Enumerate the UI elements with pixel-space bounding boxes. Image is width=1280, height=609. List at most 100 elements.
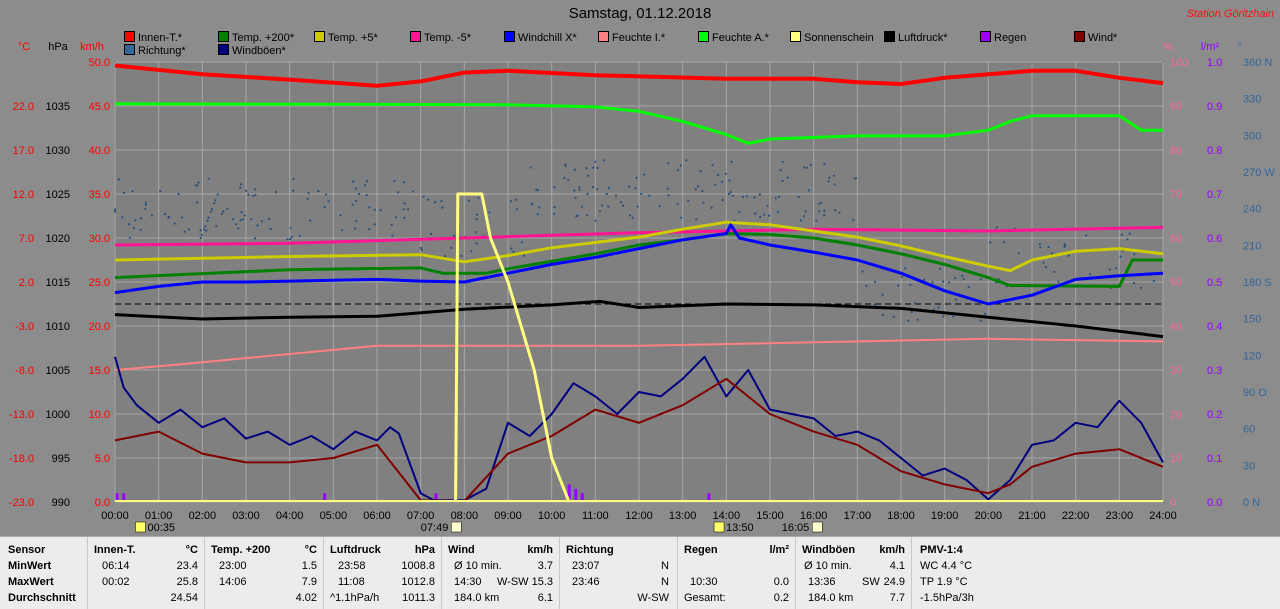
direction-dot bbox=[325, 193, 328, 196]
direction-dot bbox=[823, 163, 826, 166]
stats-distance: 184.0 km bbox=[454, 592, 500, 604]
stats-time: 00:02 bbox=[102, 576, 130, 588]
direction-dot bbox=[529, 166, 532, 169]
direction-dot bbox=[1053, 270, 1056, 273]
time-tick-label: 18:00 bbox=[887, 510, 915, 522]
direction-dot bbox=[717, 173, 720, 176]
stats-time: 10:30 bbox=[690, 576, 718, 588]
legend-swatch bbox=[314, 31, 325, 42]
direction-dot bbox=[721, 199, 724, 202]
direction-tick-label: 120 bbox=[1243, 350, 1261, 362]
direction-dot bbox=[989, 241, 992, 244]
direction-dot bbox=[614, 194, 618, 197]
direction-dot bbox=[680, 216, 683, 219]
humidity-tick-label: 10 bbox=[1170, 453, 1182, 465]
wind-tick-label: 20.0 bbox=[89, 321, 110, 333]
stats-header: Innen-T. bbox=[94, 544, 136, 556]
rain-bar bbox=[574, 488, 578, 502]
stats-time: Ø 10 min. bbox=[454, 560, 502, 572]
direction-dot bbox=[538, 206, 541, 209]
direction-dot bbox=[904, 267, 907, 270]
direction-dot bbox=[607, 187, 611, 190]
time-tick-label: 10:00 bbox=[538, 510, 566, 522]
direction-dot bbox=[247, 193, 250, 196]
direction-dot bbox=[183, 230, 186, 233]
time-tick-label: 01:00 bbox=[145, 510, 173, 522]
series-line-sonnenschein bbox=[454, 192, 571, 503]
direction-dot bbox=[666, 187, 669, 190]
direction-dot bbox=[553, 206, 556, 209]
direction-dot bbox=[594, 160, 597, 163]
rain-tick-label: 0.2 bbox=[1207, 409, 1222, 421]
direction-dot bbox=[1063, 244, 1066, 247]
rain-tick-label: 0.3 bbox=[1207, 365, 1222, 377]
direction-dot bbox=[601, 204, 604, 207]
direction-dot bbox=[121, 216, 124, 219]
legend-label: Feuchte A.* bbox=[712, 32, 769, 44]
direction-dot bbox=[578, 188, 581, 191]
legend-swatch bbox=[598, 31, 609, 42]
direction-dot bbox=[687, 199, 690, 202]
direction-dot bbox=[758, 193, 761, 196]
direction-dot bbox=[804, 210, 807, 213]
pressure-tick-label: 990 bbox=[52, 497, 70, 509]
stats-unit: km/h bbox=[879, 544, 905, 556]
stats-panel: Sensor MinWert MaxWert Durchschnitt Inne… bbox=[0, 536, 1280, 609]
direction-dot bbox=[207, 216, 210, 219]
legend-label: Temp. +5* bbox=[328, 32, 378, 44]
direction-dot bbox=[607, 205, 610, 208]
legend-swatch bbox=[504, 31, 515, 42]
legend-swatch bbox=[410, 31, 421, 42]
direction-dot bbox=[239, 183, 243, 186]
direction-dot bbox=[327, 200, 330, 203]
direction-dot bbox=[807, 189, 810, 192]
rain-bar bbox=[567, 484, 571, 502]
stats-total-label: Gesamt: bbox=[684, 592, 726, 604]
direction-dot bbox=[984, 312, 987, 315]
stats-value: 24.54 bbox=[170, 592, 198, 604]
stats-value: 7.9 bbox=[301, 576, 317, 588]
series-line-temp-5- bbox=[114, 225, 1164, 247]
direction-dot bbox=[292, 189, 295, 192]
direction-dot bbox=[131, 190, 134, 193]
legend-item: Innen-T.* bbox=[124, 31, 182, 44]
direction-dot bbox=[177, 192, 180, 195]
direction-dot bbox=[144, 207, 147, 210]
direction-dot bbox=[763, 213, 766, 216]
direction-dot bbox=[144, 203, 147, 206]
direction-dot bbox=[636, 205, 639, 208]
direction-dot bbox=[805, 166, 809, 169]
direction-dot bbox=[256, 224, 259, 227]
humidity-tick-label: 30 bbox=[1170, 365, 1182, 377]
temp-tick-label: -3.0 bbox=[15, 321, 34, 333]
stats-value: TP 1.9 °C bbox=[920, 576, 968, 588]
direction-dot bbox=[727, 192, 731, 195]
time-tick-label: 11:00 bbox=[582, 510, 609, 522]
direction-dot bbox=[809, 163, 813, 166]
direction-dot bbox=[215, 225, 218, 228]
sun-mark-box bbox=[713, 521, 725, 533]
wind-tick-label: 15.0 bbox=[89, 365, 110, 377]
stats-trend: ^1.1hPa/h bbox=[330, 592, 380, 604]
stats-header: Wind bbox=[448, 544, 475, 556]
direction-dot bbox=[397, 191, 400, 194]
stats-col-temp: Temp. +200 °C 23:00 1.5 14:06 7.9 4.02 bbox=[205, 537, 324, 609]
stats-time: 14:30 bbox=[454, 576, 482, 588]
wind-tick-label: 25.0 bbox=[89, 277, 110, 289]
stats-unit: °C bbox=[185, 544, 198, 556]
stats-row-label: Durchschnitt bbox=[8, 592, 76, 604]
direction-dot bbox=[573, 168, 577, 171]
direction-dot bbox=[307, 192, 310, 195]
rain-bar bbox=[707, 493, 711, 502]
temp-unit-label: °C bbox=[18, 41, 30, 53]
direction-dot bbox=[306, 197, 309, 201]
direction-dot bbox=[393, 179, 396, 182]
legend-label: Windböen* bbox=[232, 45, 286, 57]
direction-dot bbox=[961, 274, 964, 277]
direction-dot bbox=[694, 188, 697, 191]
direction-dot bbox=[598, 210, 602, 213]
direction-dot bbox=[1152, 280, 1155, 283]
direction-dot bbox=[390, 223, 393, 226]
direction-dot bbox=[194, 184, 197, 187]
temp-tick-label: 7.0 bbox=[19, 233, 34, 245]
